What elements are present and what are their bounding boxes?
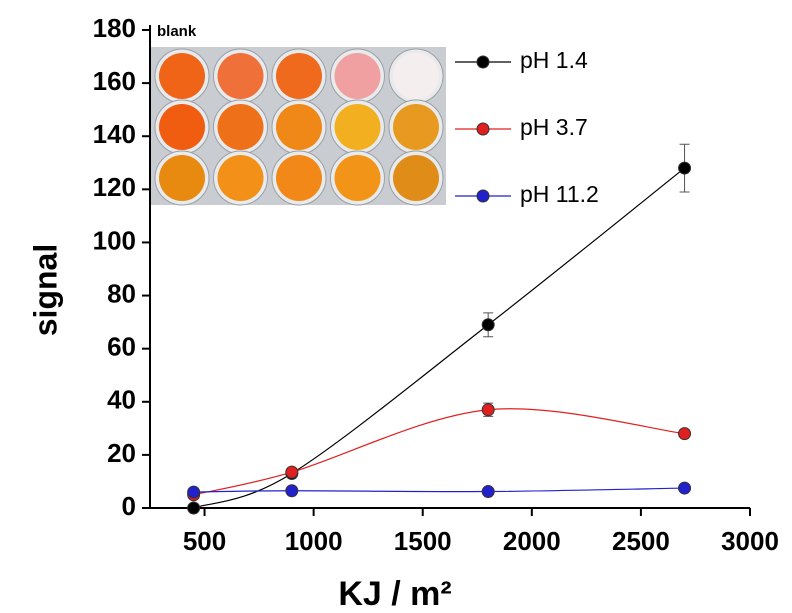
- y-tick-label: 120: [93, 172, 136, 202]
- series-line: [193, 167, 685, 509]
- well-fill: [217, 104, 264, 150]
- data-point: [678, 427, 692, 441]
- data-point: [481, 485, 495, 499]
- well-fill: [217, 155, 264, 201]
- x-tick-label: 1000: [285, 526, 343, 556]
- x-tick-label: 2000: [503, 526, 561, 556]
- y-tick-label: 100: [93, 225, 136, 255]
- y-axis-title: signal: [27, 244, 63, 336]
- data-point: [285, 484, 299, 498]
- data-point: [285, 465, 299, 479]
- legend-marker: [476, 189, 490, 203]
- data-point: [187, 485, 201, 499]
- annotation: blank: [157, 23, 197, 40]
- data-point: [678, 481, 692, 495]
- x-axis-title: KJ / m²: [338, 575, 451, 613]
- series-line: [193, 487, 685, 493]
- well-fill: [276, 155, 322, 201]
- y-tick-label: 160: [93, 66, 136, 96]
- well-fill: [276, 104, 322, 150]
- well-fill: [393, 104, 439, 150]
- y-tick-label: 0: [122, 491, 136, 521]
- legend-marker: [476, 55, 490, 69]
- data-point: [481, 403, 495, 417]
- x-tick-label: 2500: [612, 526, 670, 556]
- well-fill: [276, 53, 322, 99]
- well-fill: [393, 53, 439, 99]
- inset-photo: [150, 47, 446, 206]
- data-point: [187, 501, 201, 515]
- series-line: [193, 408, 685, 496]
- y-tick-label: 140: [93, 119, 136, 149]
- legend-marker: [476, 122, 490, 136]
- legend-label: pH 1.4: [520, 47, 588, 73]
- well-fill: [217, 53, 264, 99]
- y-tick-label: 80: [107, 278, 136, 308]
- well-fill: [159, 155, 205, 201]
- y-tick-label: 40: [107, 385, 136, 415]
- legend-label: pH 3.7: [520, 114, 588, 140]
- well-fill: [334, 104, 381, 150]
- x-tick-label: 3000: [721, 526, 779, 556]
- well-fill: [159, 53, 205, 99]
- legend-label: pH 11.2: [520, 181, 599, 207]
- y-tick-label: 180: [93, 13, 136, 43]
- well-fill: [393, 155, 439, 201]
- y-tick-label: 20: [107, 438, 136, 468]
- data-point: [678, 161, 692, 175]
- data-point: [481, 318, 495, 332]
- x-tick-label: 1500: [394, 526, 452, 556]
- well-fill: [334, 155, 381, 201]
- well-fill: [334, 53, 381, 99]
- y-tick-label: 60: [107, 332, 136, 362]
- well-fill: [159, 104, 205, 150]
- x-tick-label: 500: [183, 526, 226, 556]
